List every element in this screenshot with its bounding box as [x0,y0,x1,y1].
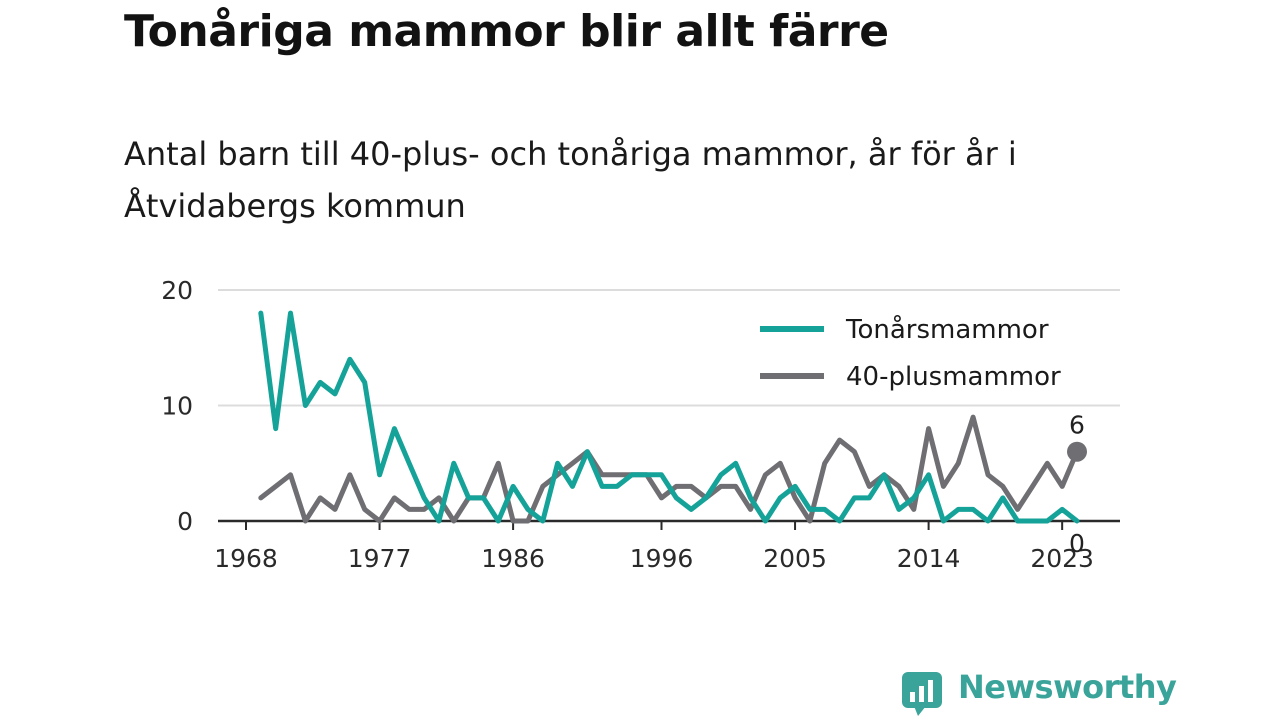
y-tick-label: 20 [161,276,193,305]
legend-background [748,300,1100,404]
brand-name: Newsworthy [958,668,1177,706]
newsworthy-logo [902,672,942,716]
series-lines [258,310,1080,524]
y-axis-labels: 0 10 20 [161,276,193,536]
bar-chart-speech-bubble-icon [902,672,942,716]
y-tick-label: 0 [177,507,193,536]
x-axis: 1968 1977 1986 1996 2005 2014 2023 [214,519,1120,573]
legend: Tonårsmammor 40-plusmammor [748,300,1100,404]
x-tick-label: 2014 [897,544,961,573]
end-label-tonarsmammor: 0 [1069,529,1085,558]
legend-label: Tonårsmammor [845,314,1049,345]
end-label-40-plusmammor: 6 [1069,411,1085,440]
x-tick-label: 1977 [348,544,412,573]
chart-subtitle: Antal barn till 40-plus- och tonåriga ma… [124,135,1017,225]
end-labels: 60 [1067,411,1087,558]
x-tick-label: 1986 [481,544,545,573]
x-tick-label: 1968 [214,544,278,573]
x-tick-label: 2023 [1030,544,1094,573]
series-line-tonarsmammor [258,310,1080,524]
chart-title: Tonåriga mammor blir allt färre [124,6,889,57]
y-tick-label: 10 [161,392,193,421]
legend-label: 40-plusmammor [846,362,1061,392]
x-tick-label: 1996 [630,544,694,573]
series-line-40-plusmammor [258,414,1080,524]
x-tick-label: 2005 [763,544,827,573]
end-point-40-plusmammor [1067,441,1087,462]
